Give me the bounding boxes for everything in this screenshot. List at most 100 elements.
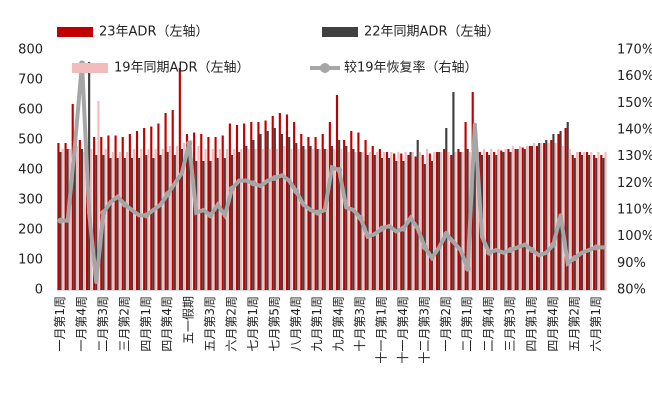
bar	[518, 146, 521, 290]
y-tick-label: 600	[18, 103, 43, 118]
x-tick-label: 五月第2周	[567, 296, 581, 352]
bar	[259, 134, 262, 290]
bar	[293, 122, 296, 290]
bar	[104, 149, 107, 290]
x-tick-label: 三月第2周	[117, 296, 131, 352]
line-marker	[172, 181, 177, 186]
x-tick-label: 二月第1周	[460, 296, 474, 352]
bar	[357, 132, 360, 290]
bar	[597, 152, 600, 290]
bar	[418, 152, 421, 290]
bar	[268, 149, 271, 290]
bar	[550, 140, 553, 290]
bar	[483, 149, 486, 290]
line-marker	[258, 184, 263, 188]
line-marker	[565, 261, 570, 266]
bar	[73, 146, 76, 290]
bar	[404, 152, 407, 290]
legend-swatch	[322, 27, 358, 37]
bar	[107, 135, 110, 290]
line-marker	[486, 249, 493, 256]
line-marker	[186, 140, 193, 147]
bar	[343, 140, 346, 290]
bar	[602, 158, 605, 290]
bar	[180, 149, 184, 290]
bar	[580, 155, 584, 290]
legend-label: 22年同期ADR（左轴）	[364, 25, 499, 40]
bar	[273, 128, 276, 290]
line-marker	[601, 245, 606, 250]
bar	[385, 152, 389, 290]
bar	[454, 152, 457, 290]
line-marker	[301, 202, 306, 207]
bar	[121, 137, 124, 290]
bar	[450, 155, 453, 290]
bar	[138, 158, 141, 290]
bar	[466, 149, 469, 290]
line-marker	[515, 245, 520, 250]
bar	[502, 152, 505, 290]
line-marker	[507, 247, 514, 253]
y2-tick-label: 80%	[617, 283, 646, 298]
bar	[440, 152, 443, 290]
bar	[578, 152, 581, 290]
line-marker	[115, 194, 120, 199]
x-tick-label: 六月第2周	[225, 296, 239, 352]
legend-label: 23年ADR（左轴）	[99, 25, 208, 40]
bar	[338, 140, 341, 290]
bar	[588, 155, 591, 290]
bar	[145, 155, 148, 290]
legend-swatch	[72, 63, 108, 73]
x-tick-label: 九月第1周	[310, 296, 324, 352]
x-tick-label: 一月第2周	[439, 296, 453, 352]
bar	[123, 158, 126, 290]
bar	[447, 152, 450, 290]
bar	[154, 149, 157, 290]
bar	[125, 152, 129, 290]
bar	[500, 150, 503, 290]
line-marker	[529, 247, 535, 253]
bar	[568, 149, 571, 290]
y-tick-label: 500	[18, 133, 43, 148]
line-marker	[344, 205, 349, 210]
bar	[218, 149, 221, 290]
bar	[516, 149, 519, 290]
line-marker	[164, 191, 171, 197]
line-marker	[293, 188, 300, 195]
bar	[595, 158, 598, 290]
y2-tick-label: 120%	[617, 176, 652, 191]
bar	[116, 158, 119, 290]
line-marker	[229, 185, 235, 192]
x-tick-label: 二月第3周	[96, 296, 110, 352]
x-tick-label: 二月第4周	[482, 296, 496, 352]
line-marker	[314, 209, 321, 216]
line-marker	[237, 178, 242, 183]
bar	[311, 149, 314, 290]
bar	[559, 131, 562, 290]
bar	[323, 149, 326, 290]
bar	[583, 152, 586, 290]
bar	[443, 149, 446, 290]
bar	[118, 152, 121, 290]
line-marker	[322, 208, 327, 212]
bar	[143, 128, 146, 290]
line-marker	[137, 213, 142, 218]
bar	[543, 143, 546, 290]
x-tick-label: 五月第3周	[203, 296, 217, 352]
y2-tick-label: 130%	[617, 149, 652, 164]
bar	[297, 149, 300, 290]
bar	[364, 140, 367, 290]
bar	[368, 152, 371, 290]
bar	[590, 152, 593, 290]
line-marker	[472, 122, 477, 127]
bar	[428, 153, 431, 290]
y2-tick-label: 100%	[617, 229, 652, 244]
line-marker	[430, 256, 434, 260]
bar	[325, 149, 329, 290]
bar	[373, 155, 376, 290]
bar	[57, 143, 60, 290]
bar	[128, 134, 131, 290]
line-marker	[151, 208, 156, 212]
bar	[152, 158, 155, 290]
bar	[168, 146, 171, 290]
